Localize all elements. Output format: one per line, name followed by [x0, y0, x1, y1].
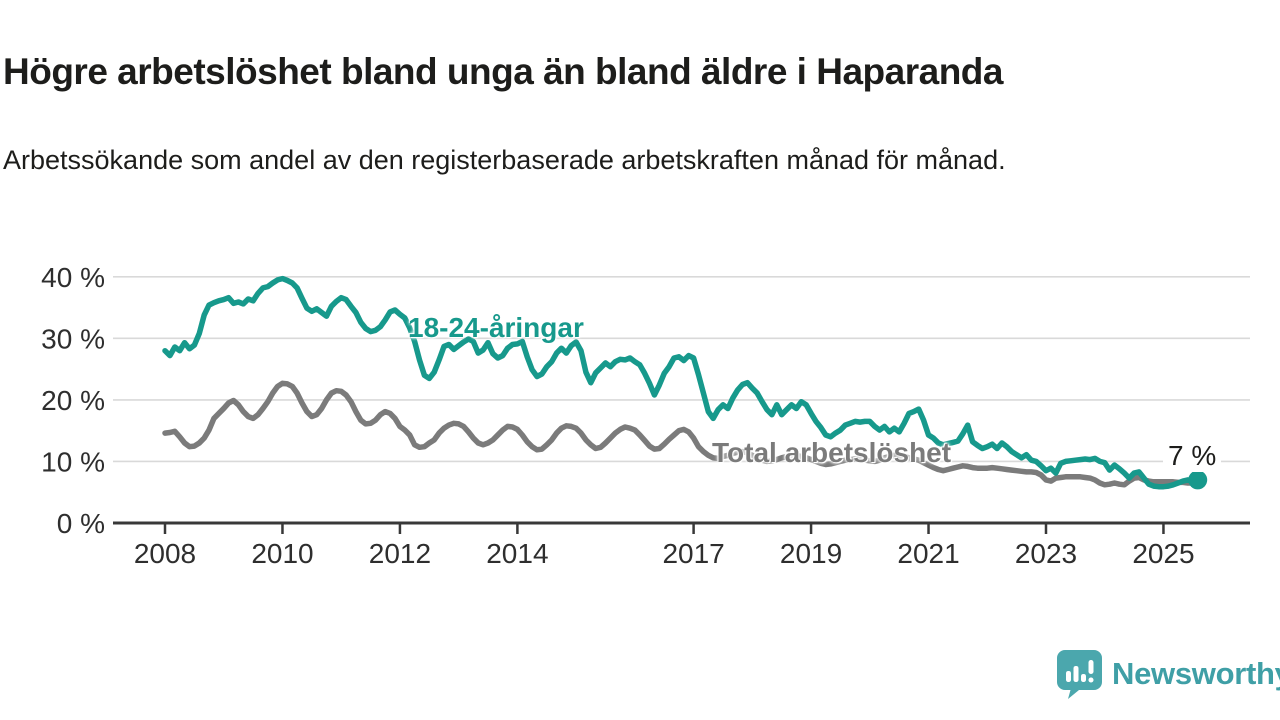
y-axis-tick-label: 30 % — [41, 323, 105, 354]
x-axis-tick-label: 2023 — [1015, 538, 1077, 569]
x-axis-tick-label: 2012 — [369, 538, 431, 569]
page-title: Högre arbetslöshet bland unga än bland ä… — [3, 50, 1003, 92]
y-axis-tick-label: 10 % — [41, 446, 105, 477]
y-axis-tick-label: 40 % — [41, 262, 105, 293]
series-label-young: 18-24-åringar — [408, 312, 584, 343]
end-value-label: 7 % — [1163, 440, 1222, 472]
y-axis-tick-label: 0 % — [57, 508, 105, 539]
x-axis-tick-label: 2008 — [134, 538, 196, 569]
x-axis-tick-label: 2014 — [486, 538, 548, 569]
series-line-total — [162, 380, 1201, 488]
newsworthy-speech-bubble-bar-chart-icon — [1057, 650, 1102, 699]
x-axis-tick-label: 2017 — [662, 538, 724, 569]
x-axis-tick-label: 2021 — [897, 538, 959, 569]
chart-subtitle: Arbetssökande som andel av den registerb… — [3, 145, 1006, 175]
x-axis-tick-label: 2019 — [780, 538, 842, 569]
x-axis-tick-label: 2025 — [1132, 538, 1194, 569]
series-label-total: Total arbetslöshet — [712, 437, 952, 468]
brand-name: Newsworthy — [1112, 656, 1280, 691]
series-line-young — [162, 275, 1201, 490]
end-point-dot — [1188, 470, 1208, 490]
newsworthy-logo: Newsworthy — [1056, 649, 1280, 699]
y-axis-tick-label: 20 % — [41, 385, 105, 416]
x-axis-tick-label: 2010 — [251, 538, 313, 569]
